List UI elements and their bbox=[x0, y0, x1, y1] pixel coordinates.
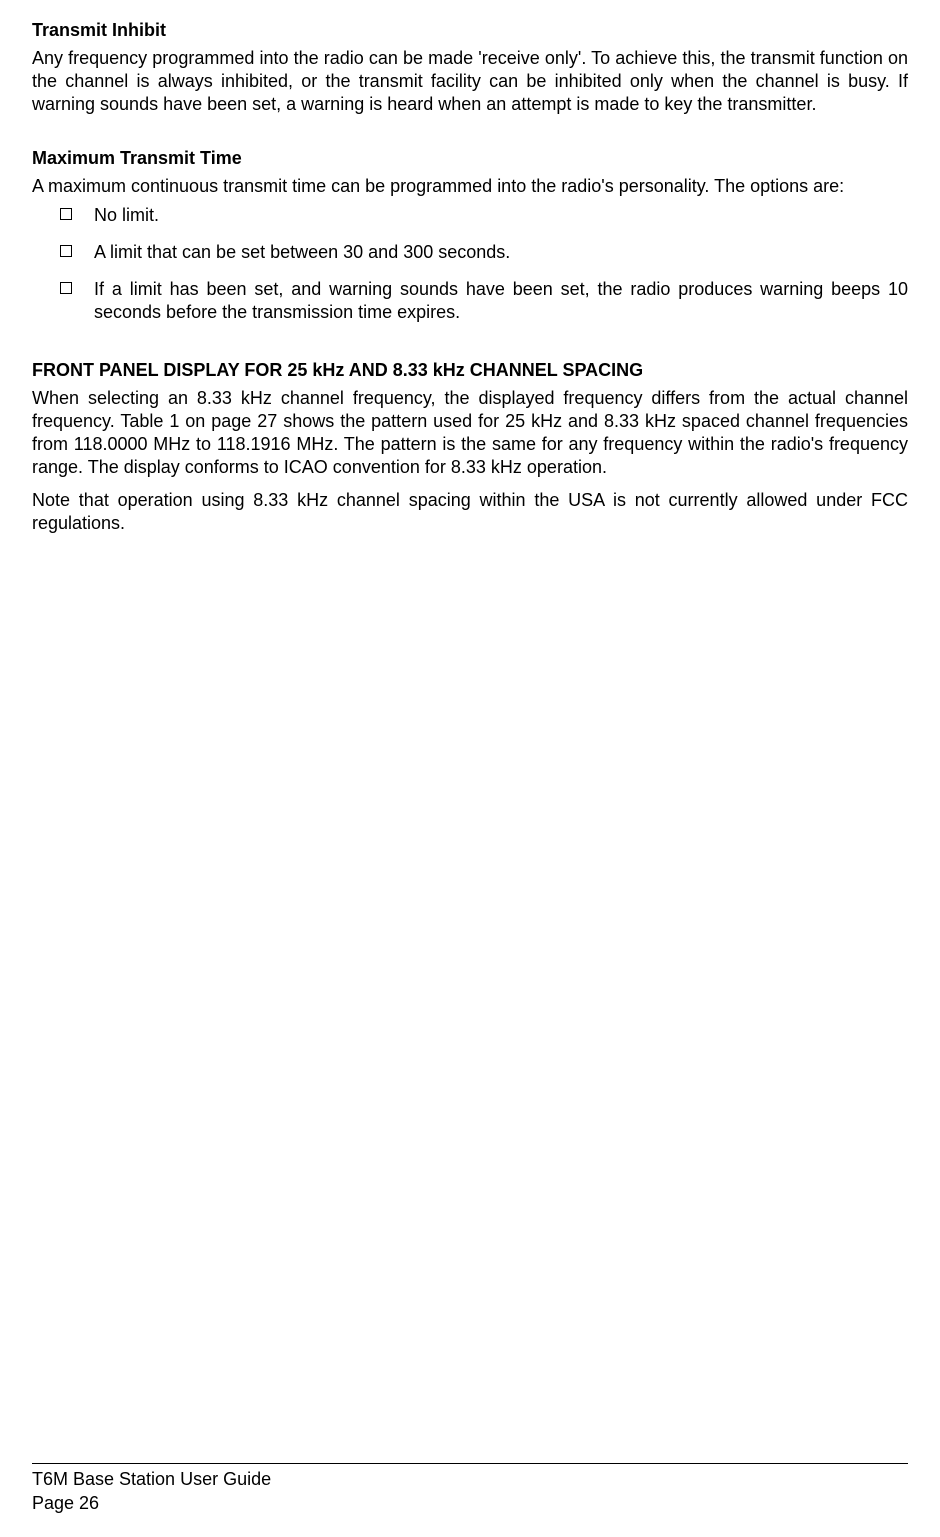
spacer bbox=[32, 338, 908, 360]
body-transmit-inhibit: Any frequency programmed into the radio … bbox=[32, 47, 908, 116]
para-front-panel-2: Note that operation using 8.33 kHz chann… bbox=[32, 489, 908, 535]
footer-doc-title: T6M Base Station User Guide bbox=[32, 1468, 908, 1491]
checkbox-icon bbox=[60, 208, 72, 220]
heading-transmit-inhibit: Transmit Inhibit bbox=[32, 20, 908, 41]
bullet-text: If a limit has been set, and warning sou… bbox=[94, 278, 908, 324]
section-max-transmit-time: Maximum Transmit Time A maximum continuo… bbox=[32, 148, 908, 324]
intro-max-tx-time: A maximum continuous transmit time can b… bbox=[32, 175, 908, 198]
heading-max-tx-time: Maximum Transmit Time bbox=[32, 148, 908, 169]
bullet-list: No limit. A limit that can be set betwee… bbox=[32, 204, 908, 324]
para-front-panel-1: When selecting an 8.33 kHz channel frequ… bbox=[32, 387, 908, 479]
page-footer: T6M Base Station User Guide Page 26 bbox=[32, 1463, 908, 1515]
checkbox-icon bbox=[60, 245, 72, 257]
footer-divider bbox=[32, 1463, 908, 1464]
heading-front-panel: FRONT PANEL DISPLAY FOR 25 kHz AND 8.33 … bbox=[32, 360, 908, 381]
bullet-text: No limit. bbox=[94, 204, 908, 227]
list-item: No limit. bbox=[32, 204, 908, 227]
section-transmit-inhibit: Transmit Inhibit Any frequency programme… bbox=[32, 20, 908, 116]
footer-page-number: Page 26 bbox=[32, 1492, 908, 1515]
list-item: If a limit has been set, and warning sou… bbox=[32, 278, 908, 324]
list-item: A limit that can be set between 30 and 3… bbox=[32, 241, 908, 264]
checkbox-icon bbox=[60, 282, 72, 294]
bullet-text: A limit that can be set between 30 and 3… bbox=[94, 241, 908, 264]
section-front-panel-display: FRONT PANEL DISPLAY FOR 25 kHz AND 8.33 … bbox=[32, 360, 908, 535]
spacer bbox=[32, 126, 908, 148]
